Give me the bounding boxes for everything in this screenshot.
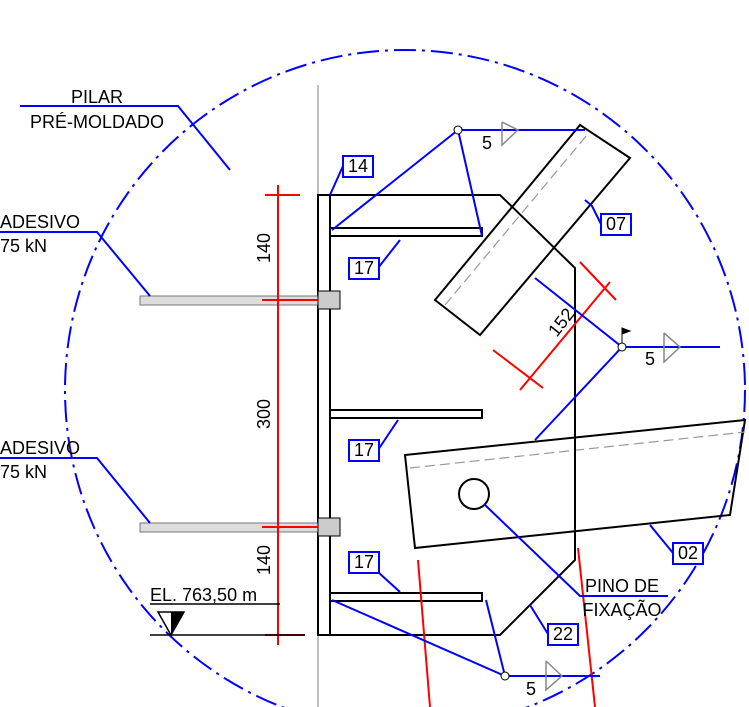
dimension: 140 bbox=[254, 233, 274, 263]
dimension: 152 bbox=[544, 304, 578, 340]
plate-17 bbox=[330, 410, 482, 418]
nut bbox=[318, 291, 340, 309]
tag: 02 bbox=[673, 543, 703, 564]
tag-text: 17 bbox=[354, 440, 374, 460]
elevation-mark: EL. 763,50 m bbox=[150, 585, 305, 635]
tag-text: 22 bbox=[553, 624, 573, 644]
leader bbox=[585, 200, 601, 224]
leader bbox=[330, 166, 343, 195]
callout: PRÉ-MOLDADO bbox=[30, 112, 164, 132]
callout: ADESIVO bbox=[0, 212, 80, 232]
weld-size: 5 bbox=[482, 133, 492, 153]
dimension: 300 bbox=[254, 399, 274, 429]
drawing: 140 300 140 152 PILAR PRÉ-MOLDADO ADESIV… bbox=[0, 0, 749, 707]
tag-text: 07 bbox=[606, 214, 626, 234]
leader bbox=[378, 420, 398, 450]
tag: 17 bbox=[349, 258, 379, 279]
tag-text: 17 bbox=[354, 552, 374, 572]
tag-text: 17 bbox=[354, 258, 374, 278]
weld-size: 5 bbox=[526, 679, 536, 699]
elevation-text: EL. 763,50 m bbox=[150, 585, 257, 605]
nut bbox=[318, 518, 340, 536]
weld-symbol: 5 bbox=[332, 600, 600, 699]
section-line bbox=[418, 560, 430, 707]
tag: 17 bbox=[349, 440, 379, 461]
member-axis bbox=[445, 135, 587, 305]
tag-text: 02 bbox=[678, 543, 698, 563]
callout: ADESIVO bbox=[0, 438, 80, 458]
dimension: 140 bbox=[254, 545, 274, 575]
callout: PILAR bbox=[71, 87, 123, 107]
plate-17 bbox=[330, 593, 482, 601]
callout: PINO DE bbox=[585, 576, 659, 596]
gusset-top bbox=[330, 195, 575, 548]
plate-17 bbox=[330, 228, 482, 236]
tag: 14 bbox=[343, 156, 373, 177]
weld-symbol: 5 bbox=[332, 122, 585, 236]
tag: 22 bbox=[548, 624, 578, 645]
tag-text: 14 bbox=[348, 156, 368, 176]
base-plate bbox=[318, 195, 330, 635]
weld-symbol: 5 bbox=[535, 278, 720, 440]
section-line bbox=[578, 548, 595, 707]
tag: 07 bbox=[601, 214, 631, 235]
leader bbox=[650, 525, 673, 553]
callout: 75 kN bbox=[0, 462, 47, 482]
weld-size: 5 bbox=[645, 349, 655, 369]
callout: 75 kN bbox=[0, 236, 47, 256]
callout: FIXAÇÃO bbox=[582, 599, 661, 620]
leader bbox=[530, 605, 548, 634]
leader bbox=[378, 240, 400, 268]
dimension-tick bbox=[580, 262, 616, 300]
tag: 17 bbox=[349, 552, 379, 573]
leader bbox=[378, 572, 400, 592]
dimension-tick bbox=[493, 350, 543, 388]
